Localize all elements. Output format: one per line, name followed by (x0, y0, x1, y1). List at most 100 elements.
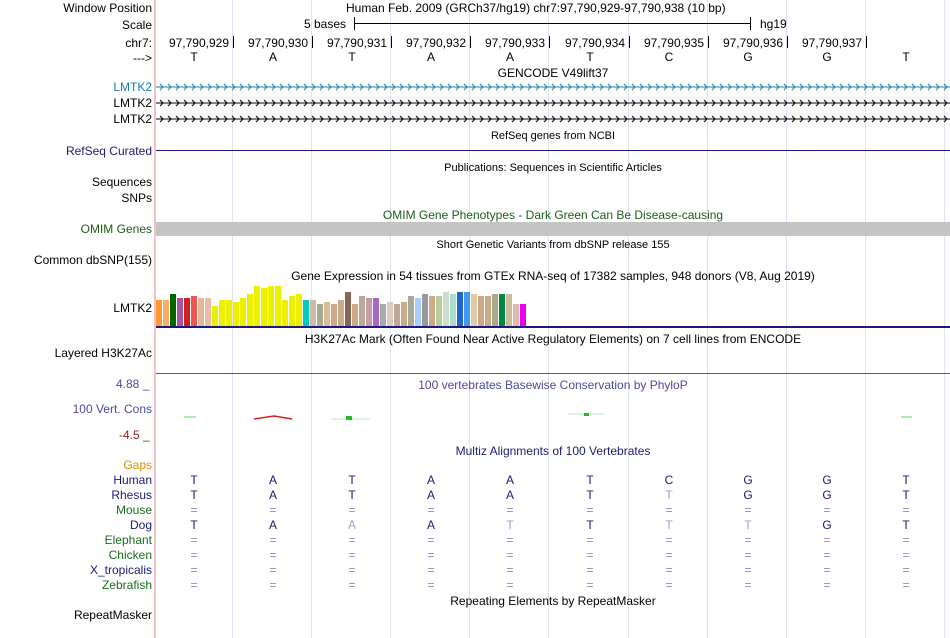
publications-snps-label[interactable]: SNPs (121, 191, 152, 205)
strand-label: ---> (133, 51, 152, 65)
gtex-tissue-bar[interactable] (268, 286, 274, 326)
omim-label[interactable]: OMIM Genes (80, 222, 152, 236)
gtex-tissue-bar[interactable] (408, 296, 414, 326)
gtex-tissue-bar[interactable] (310, 300, 316, 326)
gencode-transcript[interactable] (156, 115, 950, 123)
gtex-tissue-bar[interactable] (457, 292, 463, 326)
gtex-tissue-bar[interactable] (513, 304, 519, 326)
gtex-tissue-bar[interactable] (303, 300, 309, 326)
gtex-tissue-bar[interactable] (156, 300, 162, 326)
gtex-tissue-bar[interactable] (380, 304, 386, 326)
multiz-species-label[interactable]: Chicken (108, 548, 152, 562)
omim-title: OMIM Gene Phenotypes - Dark Green Can Be… (382, 208, 724, 222)
gtex-tissue-bar[interactable] (191, 296, 197, 326)
multiz-species-label[interactable]: Zebrafish (101, 578, 152, 592)
refseq-transcript-line[interactable] (156, 150, 950, 151)
gtex-tissue-bar[interactable] (324, 302, 330, 326)
gencode-transcript[interactable] (156, 99, 950, 107)
gtex-tissue-bar[interactable] (170, 294, 176, 326)
gtex-tissue-bar[interactable] (317, 304, 323, 326)
gtex-tissue-bar[interactable] (233, 302, 239, 326)
gtex-tissue-bar[interactable] (205, 298, 211, 326)
gencode-transcripts[interactable] (156, 80, 950, 128)
gtex-tissue-bar[interactable] (296, 294, 302, 326)
multiz-base: A (426, 473, 435, 487)
gtex-tissue-bar[interactable] (275, 286, 281, 326)
gtex-tissue-bars[interactable] (156, 284, 950, 326)
position-tick-label: 97,790,936 (722, 36, 783, 50)
gtex-tissue-bar[interactable] (485, 296, 491, 326)
h3k27ac-label[interactable]: Layered H3K27Ac (54, 346, 152, 360)
gtex-tissue-bar[interactable] (163, 300, 169, 326)
gtex-tissue-bar[interactable] (499, 294, 505, 326)
gtex-tissue-bar[interactable] (247, 294, 253, 326)
gtex-tissue-bar[interactable] (387, 302, 393, 326)
multiz-base: = (427, 548, 435, 562)
gtex-gene-line[interactable] (156, 326, 950, 328)
gtex-tissue-bar[interactable] (401, 302, 407, 326)
multiz-species-label[interactable]: Elephant (104, 533, 152, 547)
repeatmasker-label[interactable]: RepeatMasker (73, 608, 152, 622)
gencode-gene-label[interactable]: LMTK2 (113, 80, 152, 94)
gtex-tissue-bar[interactable] (331, 304, 337, 326)
phylop-graph[interactable] (156, 405, 950, 429)
phylop-label[interactable]: 100 Vert. Cons (72, 402, 152, 416)
refseq-label[interactable]: RefSeq Curated (65, 144, 152, 158)
multiz-species-label[interactable]: Rhesus (111, 488, 152, 502)
multiz-species-label[interactable]: Mouse (115, 503, 152, 517)
multiz-base: A (505, 473, 514, 487)
gtex-tissue-bar[interactable] (184, 298, 190, 326)
gtex-tissue-bar[interactable] (352, 304, 358, 326)
omim-gene-bar[interactable] (156, 222, 950, 236)
gtex-tissue-bar[interactable] (443, 292, 449, 326)
gtex-tissue-bar[interactable] (345, 292, 351, 326)
multiz-gaps-label[interactable]: Gaps (123, 458, 152, 472)
gtex-tissue-bar[interactable] (177, 298, 183, 326)
gtex-tissue-bar[interactable] (219, 300, 225, 326)
gtex-tissue-bar[interactable] (429, 296, 435, 326)
multiz-base: = (269, 503, 277, 517)
gtex-tissue-bar[interactable] (450, 294, 456, 326)
gtex-tissue-bar[interactable] (212, 306, 218, 326)
multiz-base: = (586, 533, 594, 547)
gtex-tissue-bar[interactable] (226, 300, 232, 326)
multiz-species-label[interactable]: Dog (129, 518, 152, 532)
multiz-base: = (665, 548, 673, 562)
dbsnp-label[interactable]: Common dbSNP(155) (33, 253, 152, 267)
publications-title: Publications: Sequences in Scientific Ar… (444, 162, 662, 174)
multiz-species-label[interactable]: Human (113, 473, 152, 487)
multiz-base: = (269, 578, 277, 592)
gencode-gene-label[interactable]: LMTK2 (113, 112, 152, 126)
gtex-tissue-bar[interactable] (289, 296, 295, 326)
gtex-tissue-bar[interactable] (464, 292, 470, 326)
gtex-tissue-bar[interactable] (282, 300, 288, 326)
gtex-tissue-bar[interactable] (240, 298, 246, 326)
publications-sequences-label[interactable]: Sequences (91, 175, 152, 189)
gtex-tissue-bar[interactable] (492, 294, 498, 326)
gtex-tissue-bar[interactable] (520, 304, 526, 326)
multiz-base: = (665, 578, 673, 592)
gtex-tissue-bar[interactable] (261, 288, 267, 326)
multiz-base: A (347, 518, 356, 532)
gtex-tissue-bar[interactable] (506, 294, 512, 326)
gtex-gene-label[interactable]: LMTK2 (113, 301, 152, 315)
gtex-tissue-bar[interactable] (422, 294, 428, 326)
scale-bar-right (750, 17, 751, 30)
gtex-tissue-bar[interactable] (415, 298, 421, 326)
gencode-gene-label[interactable]: LMTK2 (113, 96, 152, 110)
gtex-tissue-bar[interactable] (254, 286, 260, 326)
gtex-tissue-bar[interactable] (198, 298, 204, 326)
gtex-tissue-bar[interactable] (373, 298, 379, 326)
gtex-tissue-bar[interactable] (478, 296, 484, 326)
gencode-transcript[interactable] (156, 83, 950, 91)
gtex-tissue-bar[interactable] (394, 304, 400, 326)
gtex-tissue-bar[interactable] (436, 296, 442, 326)
gtex-tissue-bar[interactable] (338, 300, 344, 326)
gtex-tissue-bar[interactable] (359, 296, 365, 326)
gtex-tissue-bar[interactable] (471, 294, 477, 326)
gtex-tissue-bar[interactable] (366, 298, 372, 326)
multiz-base: T (665, 518, 673, 532)
multiz-species-label[interactable]: X_tropicalis (89, 563, 152, 577)
multiz-base: T (902, 473, 910, 487)
